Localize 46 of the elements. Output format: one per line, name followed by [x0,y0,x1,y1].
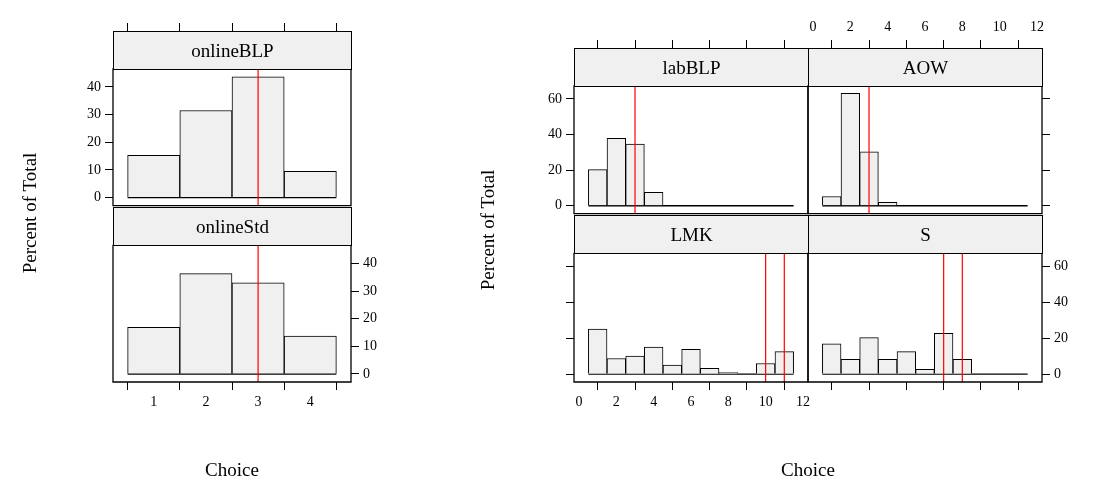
chart-title: onlineStd [113,207,352,246]
y-tick-label: 0 [1054,365,1061,381]
x-tick-label: 10 [758,394,773,410]
x-tick-label: 0 [575,394,583,410]
chart-title: AOW [808,48,1043,87]
x-tick-label: 2 [612,394,620,410]
chart-title: LMK [574,215,809,254]
y-tick-label: 40 [363,255,377,271]
x-axis-title: Choice [781,459,835,481]
x-tick-label: 1 [150,394,158,410]
y-tick-label: 0 [94,189,101,205]
x-tick-label: 2 [846,19,854,35]
y-tick-label: 10 [363,338,377,353]
y-tick-label: 30 [363,282,377,298]
y-tick-label: 20 [1054,329,1068,345]
x-tick-label: 4 [884,19,892,35]
y-tick-label: 60 [1054,258,1068,274]
x-tick-label: 0 [809,19,817,35]
y-tick-label: 30 [87,106,101,122]
y-tick-label: 0 [555,197,562,213]
x-tick-label: 3 [254,394,262,410]
x-tick-label: 12 [795,394,810,410]
x-tick-label: 8 [958,19,966,35]
y-tick-label: 0 [363,365,370,381]
x-axis-title: Choice [205,459,259,481]
y-axis-title: Percent of Total [19,152,41,274]
y-tick-label: 20 [548,161,562,177]
x-tick-label: 12 [1029,19,1044,35]
x-tick-label: 4 [306,394,314,410]
chart-title: S [808,215,1043,254]
x-tick-label: 6 [921,19,929,35]
y-tick-label: 20 [363,310,377,326]
x-tick-label: 6 [687,394,695,410]
y-tick-label: 20 [87,133,101,149]
chart-title: labBLP [574,48,809,87]
x-tick-label: 2 [202,394,210,410]
y-tick-label: 40 [548,126,562,142]
x-tick-label: 10 [992,19,1007,35]
y-tick-label: 60 [548,90,562,106]
y-axis-title: Percent of Total [477,169,499,291]
chart-title: onlineBLP [113,31,352,70]
y-tick-label: 10 [87,161,101,177]
x-tick-label: 4 [650,394,658,410]
x-tick-label: 8 [724,394,732,410]
y-tick-label: 40 [1054,294,1068,310]
y-tick-label: 40 [87,78,101,94]
